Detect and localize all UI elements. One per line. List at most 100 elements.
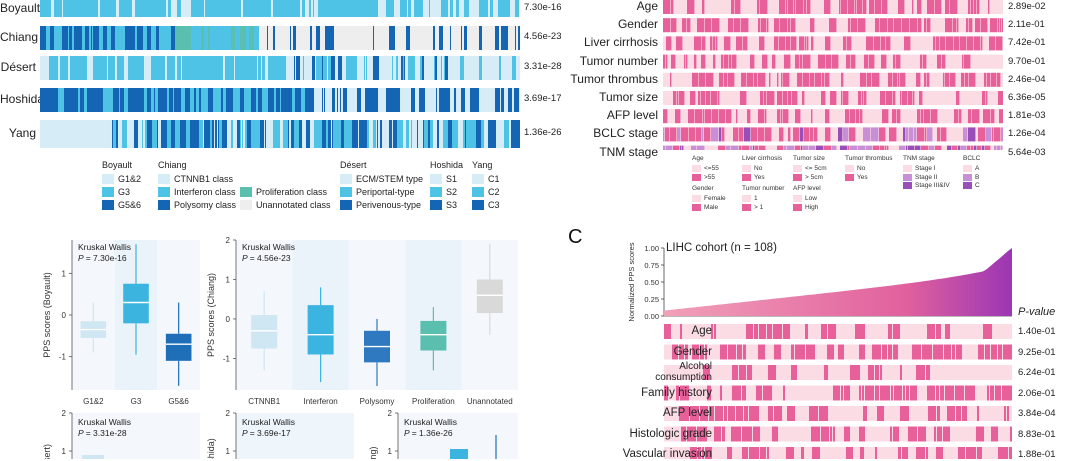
clinical-row-0 xyxy=(663,0,1003,14)
legend-swatch xyxy=(845,165,854,172)
pps-ytick: 0.00 xyxy=(644,312,659,321)
desert-legend-item-2: Perivenous-type xyxy=(340,200,421,210)
clinical-row-6 xyxy=(663,109,1003,124)
heatmap-row-4 xyxy=(40,120,520,148)
box-G5&6 xyxy=(165,302,192,386)
row-label-1: Chiang xyxy=(0,30,39,44)
boyault-legend-item-0: G1&2 xyxy=(102,174,141,184)
clinical-legend-title-0: Age xyxy=(692,155,704,162)
clinical-legend-title-6: Gender xyxy=(692,185,714,192)
box-Polysomy xyxy=(364,318,390,387)
pps-ytick: 1.00 xyxy=(644,244,659,253)
ytick-label: 1 xyxy=(388,447,393,456)
legend-swatch xyxy=(240,187,252,197)
y-axis-label: sert) xyxy=(42,444,52,459)
legend-swatch xyxy=(692,173,701,181)
clinical-row-5 xyxy=(663,91,1003,105)
clinical-legend-item-2-0: <= 5cm xyxy=(793,165,827,172)
row-label-2: Désert xyxy=(0,60,36,74)
box-Unannotated xyxy=(476,243,503,335)
legend-swatch xyxy=(963,182,972,189)
clinical-legend-item-6-1: Male xyxy=(692,203,718,211)
clinical-row-pvalue-4: 2.46e-04 xyxy=(1008,73,1046,85)
row-pvalue-0: 7.30e-16 xyxy=(524,1,562,13)
legend-swatch xyxy=(903,173,912,181)
heatmap-row-1 xyxy=(40,26,520,50)
yang-legend-item-1: C2 xyxy=(472,187,500,197)
hoshida-legend-item-0: S1 xyxy=(430,174,457,184)
clinical-legend-item-5-1: B xyxy=(963,173,979,181)
row-label-4: Yang xyxy=(8,126,36,140)
clinical-legend-item-7-1: > 1 xyxy=(742,203,763,211)
clinical-legend-item-4-2: Stage III&IV xyxy=(903,182,950,189)
legend-swatch xyxy=(102,200,114,210)
clinical-row-pvalue-2: 7.42e-01 xyxy=(1008,37,1046,49)
desert-legend-item-1: Periportal-type xyxy=(340,187,415,197)
legend-swatch xyxy=(158,187,170,197)
hoshida-legend-item-1: S2 xyxy=(430,187,457,197)
row-pvalue-2: 3.31e-28 xyxy=(524,61,562,72)
chiang-legend-item-3: Proliferation class xyxy=(240,187,327,197)
legend-swatch xyxy=(793,173,802,181)
x-category-label: Polysomy xyxy=(360,397,395,406)
lihc-row-4 xyxy=(664,406,1012,421)
chiang-legend-item-2: Polysomy class xyxy=(158,200,236,210)
lihc-row-pvalue-4: 3.84e-04 xyxy=(1018,408,1056,419)
clinical-legend-item-8-0: Low xyxy=(793,195,817,202)
legend-swatch xyxy=(472,174,484,184)
pps-area xyxy=(664,248,1012,316)
test-pvalue: P = 7.30e-16 xyxy=(78,253,127,263)
clinical-legend-title-7: Tumor number xyxy=(742,185,785,192)
clinical-row-2 xyxy=(663,36,1003,51)
clinical-row-label-4: Tumor thrombus xyxy=(570,71,658,86)
pps-ytick: 0.25 xyxy=(644,295,659,304)
legend-swatch xyxy=(742,173,751,181)
lihc-row-6 xyxy=(664,447,1012,459)
lihc-row-pvalue-0: 1.40e-01 xyxy=(1018,326,1056,337)
legend-swatch xyxy=(692,203,701,211)
lihc-row-pvalue-6: 1.88e-01 xyxy=(1018,449,1056,460)
clinical-row-pvalue-3: 9.70e-01 xyxy=(1008,55,1046,67)
ytick-label: 0 xyxy=(226,315,231,324)
legend-swatch xyxy=(158,174,170,184)
clinical-row-label-0: Age xyxy=(636,0,658,13)
lihc-row-3 xyxy=(664,385,1012,401)
boyault-legend-item-1: G3 xyxy=(102,187,130,197)
boyault-legend-title: Boyault xyxy=(102,160,133,170)
hoshida-legend-title: Hoshida xyxy=(430,160,464,170)
legend-swatch xyxy=(430,200,442,210)
clinical-row-1 xyxy=(663,18,1003,33)
clinical-legend-item-4-1: Stage II xyxy=(903,173,937,181)
clinical-row-label-6: AFP level xyxy=(606,108,658,123)
lihc-row-label-6: Vascular invasion xyxy=(622,448,712,460)
legend-swatch xyxy=(472,200,484,210)
y-axis-label: oshida) xyxy=(206,438,216,459)
pvalue-header: P-value xyxy=(1018,306,1056,318)
clinical-legend-item-5-0: A xyxy=(963,165,979,172)
clinical-legend-title-5: BCLC xyxy=(963,155,981,162)
desert-legend-item-0: ECM/STEM type xyxy=(340,174,423,184)
boyault-legend-item-2: G5&6 xyxy=(102,200,141,210)
legend-swatch xyxy=(158,200,170,210)
lihc-row-label-3: Family history xyxy=(641,386,712,399)
test-name: Kruskal Wallis xyxy=(78,242,131,252)
legend-swatch xyxy=(340,200,352,210)
legend-swatch xyxy=(903,182,912,189)
lihc-row-label-0: Age xyxy=(691,325,712,337)
lihc-row-0 xyxy=(664,324,1012,339)
ytick-label: 2 xyxy=(226,409,231,418)
ytick-label: 2 xyxy=(388,409,393,418)
y-axis-label: PPS scores (Chiang) xyxy=(206,273,216,357)
clinical-legend-item-4-0: Stage I xyxy=(903,165,936,172)
test-name: Kruskal Wallis xyxy=(78,417,131,427)
legend-swatch xyxy=(793,203,802,211)
test-name: Kruskal Wallis xyxy=(404,417,457,427)
boxplot-1: 2 1 0 -1 PPS scores (Chiang) Kruskal WallisP … xyxy=(206,236,518,406)
legend-swatch xyxy=(793,165,802,172)
clinical-legend-item-3-1: Yes xyxy=(845,173,868,181)
pps-score-plot: 1.00 0.75 0.50 0.25 0.00 Normalized PPS score… xyxy=(627,242,1012,322)
lihc-row-label-1: Gender xyxy=(673,345,712,358)
